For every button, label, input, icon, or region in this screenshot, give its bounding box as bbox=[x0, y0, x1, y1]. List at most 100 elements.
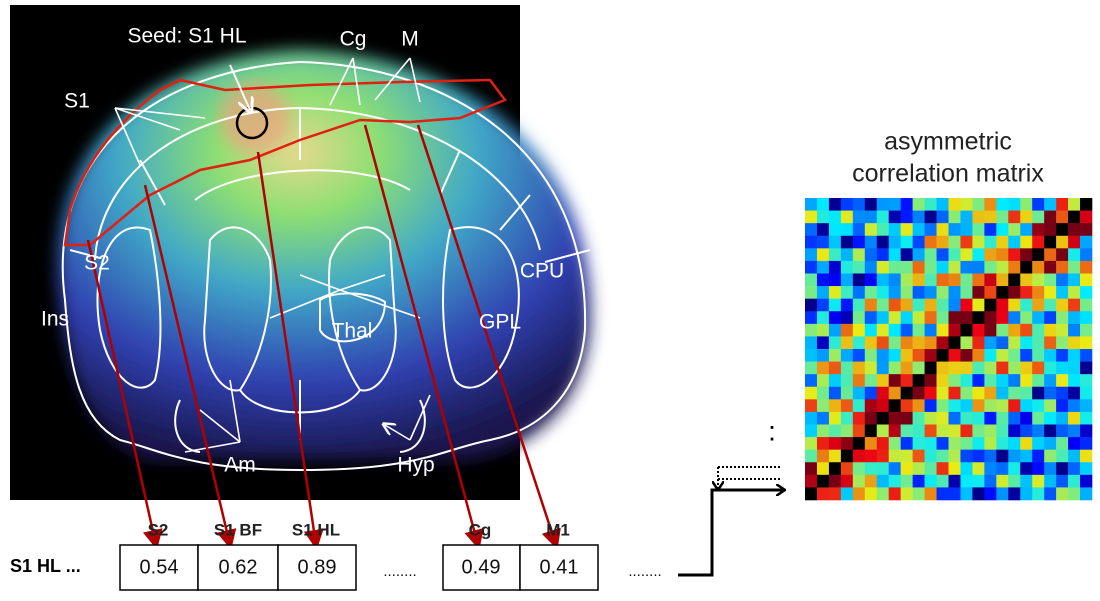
matrix-cell bbox=[960, 248, 972, 261]
matrix-cell bbox=[817, 324, 829, 337]
matrix-cell bbox=[901, 437, 913, 450]
matrix-cell bbox=[1080, 311, 1092, 324]
matrix-cell bbox=[913, 198, 925, 211]
matrix-cell bbox=[889, 236, 901, 249]
matrix-cell bbox=[913, 336, 925, 349]
matrix-cell bbox=[1068, 437, 1080, 450]
matrix-cell bbox=[805, 236, 817, 249]
matrix-cell bbox=[877, 387, 889, 400]
matrix-cell bbox=[1044, 299, 1056, 312]
matrix-cell bbox=[1056, 248, 1068, 261]
matrix-cell bbox=[805, 425, 817, 438]
matrix-cell bbox=[1020, 475, 1032, 488]
matrix-cell bbox=[817, 336, 829, 349]
matrix-cell bbox=[925, 261, 937, 274]
matrix-cell bbox=[913, 311, 925, 324]
matrix-cell bbox=[913, 286, 925, 299]
correlation-matrix-image bbox=[805, 198, 1092, 500]
matrix-cell bbox=[1080, 425, 1092, 438]
matrix-cell bbox=[937, 374, 949, 387]
matrix-cell bbox=[996, 462, 1008, 475]
matrix-cell bbox=[937, 211, 949, 224]
matrix-cell bbox=[1068, 248, 1080, 261]
matrix-cell bbox=[877, 336, 889, 349]
matrix-cell bbox=[817, 450, 829, 463]
matrix-cell bbox=[1032, 211, 1044, 224]
matrix-cell bbox=[1008, 412, 1020, 425]
matrix-cell bbox=[1020, 425, 1032, 438]
matrix-cell bbox=[1068, 223, 1080, 236]
matrix-cell bbox=[996, 311, 1008, 324]
matrix-cell bbox=[1068, 349, 1080, 362]
matrix-cell bbox=[1080, 387, 1092, 400]
matrix-cell bbox=[984, 475, 996, 488]
matrix-cell bbox=[853, 311, 865, 324]
matrix-cell bbox=[1080, 236, 1092, 249]
matrix-cell bbox=[1008, 387, 1020, 400]
matrix-cell bbox=[1080, 462, 1092, 475]
matrix-cell bbox=[949, 311, 961, 324]
matrix-cell bbox=[853, 349, 865, 362]
matrix-cell bbox=[865, 248, 877, 261]
matrix-cell bbox=[984, 450, 996, 463]
matrix-cell bbox=[984, 374, 996, 387]
matrix-cell bbox=[1056, 475, 1068, 488]
matrix-cell bbox=[889, 261, 901, 274]
matrix-cell bbox=[1020, 324, 1032, 337]
matrix-cell bbox=[829, 437, 841, 450]
matrix-cell bbox=[1056, 487, 1068, 500]
matrix-cell bbox=[1044, 487, 1056, 500]
matrix-cell bbox=[1020, 336, 1032, 349]
matrix-cell bbox=[817, 475, 829, 488]
matrix-cell bbox=[913, 362, 925, 375]
matrix-cell bbox=[937, 387, 949, 400]
matrix-cell bbox=[949, 223, 961, 236]
matrix-cell bbox=[865, 211, 877, 224]
matrix-cell bbox=[865, 387, 877, 400]
matrix-cell bbox=[925, 437, 937, 450]
matrix-cell bbox=[949, 437, 961, 450]
matrix-cell bbox=[937, 475, 949, 488]
matrix-cell bbox=[960, 487, 972, 500]
matrix-cell bbox=[960, 198, 972, 211]
matrix-cell bbox=[996, 223, 1008, 236]
matrix-cell bbox=[984, 349, 996, 362]
matrix-cell bbox=[960, 324, 972, 337]
matrix-cell bbox=[1032, 425, 1044, 438]
matrix-cell bbox=[853, 462, 865, 475]
label: Cg bbox=[340, 28, 367, 51]
matrix-cell bbox=[984, 324, 996, 337]
matrix-cell bbox=[1056, 349, 1068, 362]
matrix-cell bbox=[1020, 211, 1032, 224]
matrix-cell bbox=[960, 437, 972, 450]
matrix-cell bbox=[972, 286, 984, 299]
cell-value: 0.62 bbox=[219, 556, 258, 578]
matrix-cell bbox=[841, 261, 853, 274]
label: Thal bbox=[332, 320, 373, 343]
matrix-cell bbox=[889, 324, 901, 337]
matrix-cell bbox=[1032, 475, 1044, 488]
matrix-cell bbox=[1032, 274, 1044, 287]
matrix-cell bbox=[1068, 450, 1080, 463]
matrix-cell bbox=[1020, 362, 1032, 375]
matrix-cell bbox=[1020, 462, 1032, 475]
matrix-cell bbox=[1044, 336, 1056, 349]
matrix-cell bbox=[1056, 412, 1068, 425]
matrix-cell bbox=[805, 462, 817, 475]
matrix-cell bbox=[841, 248, 853, 261]
matrix-cell bbox=[913, 399, 925, 412]
matrix-cell bbox=[1044, 475, 1056, 488]
matrix-cell bbox=[841, 198, 853, 211]
matrix-cell bbox=[877, 261, 889, 274]
matrix-cell bbox=[960, 475, 972, 488]
matrix-cell bbox=[984, 425, 996, 438]
matrix-cell bbox=[913, 425, 925, 438]
matrix-cell bbox=[1044, 412, 1056, 425]
matrix-cell bbox=[960, 236, 972, 249]
matrix-cell bbox=[913, 324, 925, 337]
matrix-cell bbox=[984, 311, 996, 324]
matrix-cell bbox=[960, 211, 972, 224]
matrix-cell bbox=[901, 324, 913, 337]
connector-arrows: : bbox=[678, 415, 785, 575]
matrix-cell bbox=[996, 299, 1008, 312]
